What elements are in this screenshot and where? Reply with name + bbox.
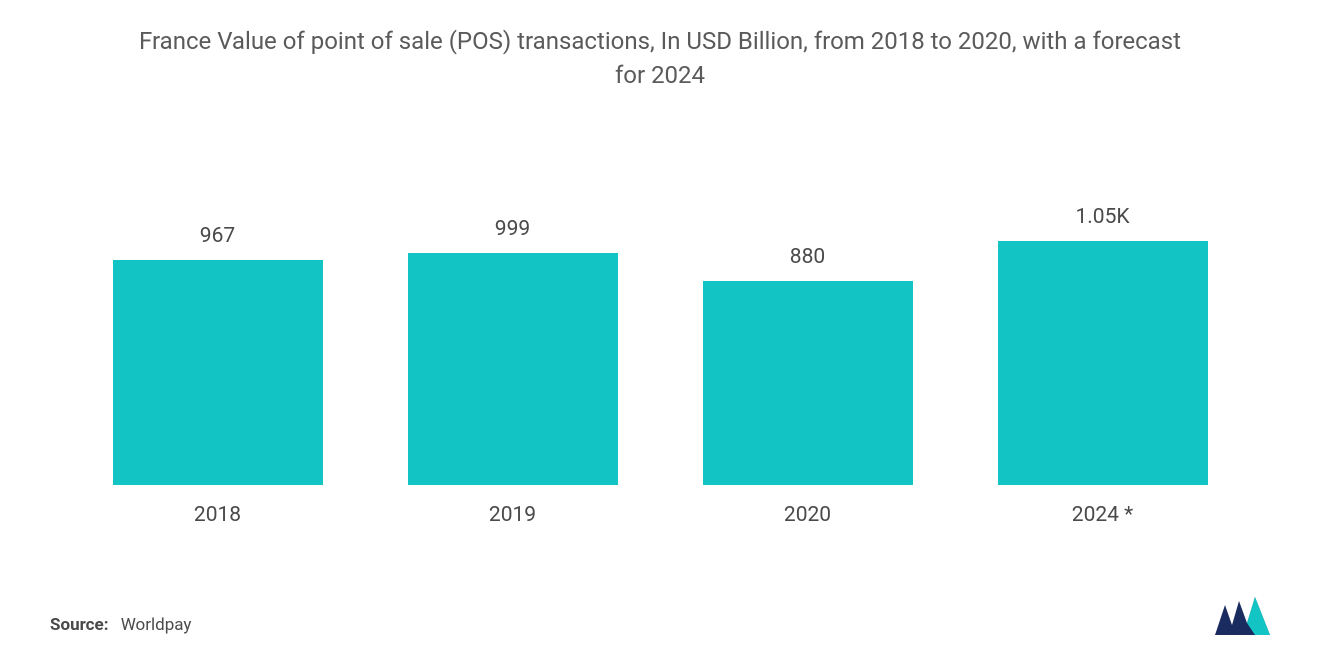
bar xyxy=(408,253,618,485)
source-label: Source: xyxy=(50,615,108,635)
bar-value-label: 1.05K xyxy=(1075,205,1129,229)
bar-value-label: 967 xyxy=(200,224,235,248)
bar-category-label: 2024 * xyxy=(1072,503,1133,527)
bar-group: 880 2020 xyxy=(698,245,918,527)
source-value: Worldpay xyxy=(121,615,192,635)
chart-footer: Source: Worldpay xyxy=(50,577,1270,635)
chart-container: France Value of point of sale (POS) tran… xyxy=(0,0,1320,665)
bar-value-label: 880 xyxy=(790,245,825,269)
bar-category-label: 2018 xyxy=(194,503,241,527)
bar xyxy=(113,260,323,485)
bar-group: 967 2018 xyxy=(108,224,328,527)
bar xyxy=(703,281,913,485)
bar-category-label: 2019 xyxy=(489,503,536,527)
source-citation: Source: Worldpay xyxy=(50,615,191,635)
bar-group: 999 2019 xyxy=(403,217,623,527)
bar-group: 1.05K 2024 * xyxy=(993,205,1213,527)
brand-logo xyxy=(1215,597,1270,635)
bar-value-label: 999 xyxy=(495,217,530,241)
chart-title: France Value of point of sale (POS) tran… xyxy=(135,25,1185,92)
bar-category-label: 2020 xyxy=(784,503,831,527)
bar xyxy=(998,241,1208,485)
chart-area: 967 2018 999 2019 880 2020 1.05K 2024 * xyxy=(50,142,1270,527)
